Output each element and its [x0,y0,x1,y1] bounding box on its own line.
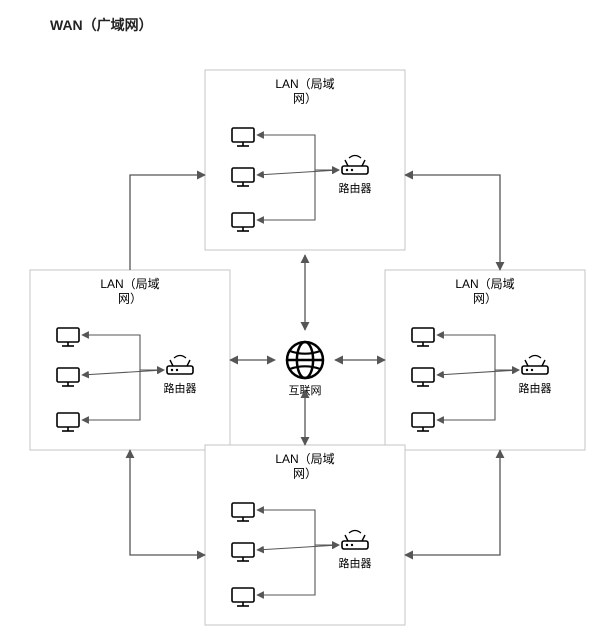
lan-box-right: LAN（局域网）路由器 [385,270,585,450]
edge [130,450,205,555]
edge [130,175,205,270]
router-label: 路由器 [519,381,552,395]
wan-title: WAN（广域网） [50,17,153,33]
lan-box-bottom: LAN（局域网）路由器 [205,445,405,625]
router-label: 路由器 [339,181,372,195]
internet-node: 互联网 [287,342,323,397]
router-label: 路由器 [164,381,197,395]
edge [405,450,500,555]
lan-box-top: LAN（局域网）路由器 [205,70,405,250]
router-label: 路由器 [339,556,372,570]
edge [405,175,500,270]
lan-box-left: LAN（局域网）路由器 [30,270,230,450]
